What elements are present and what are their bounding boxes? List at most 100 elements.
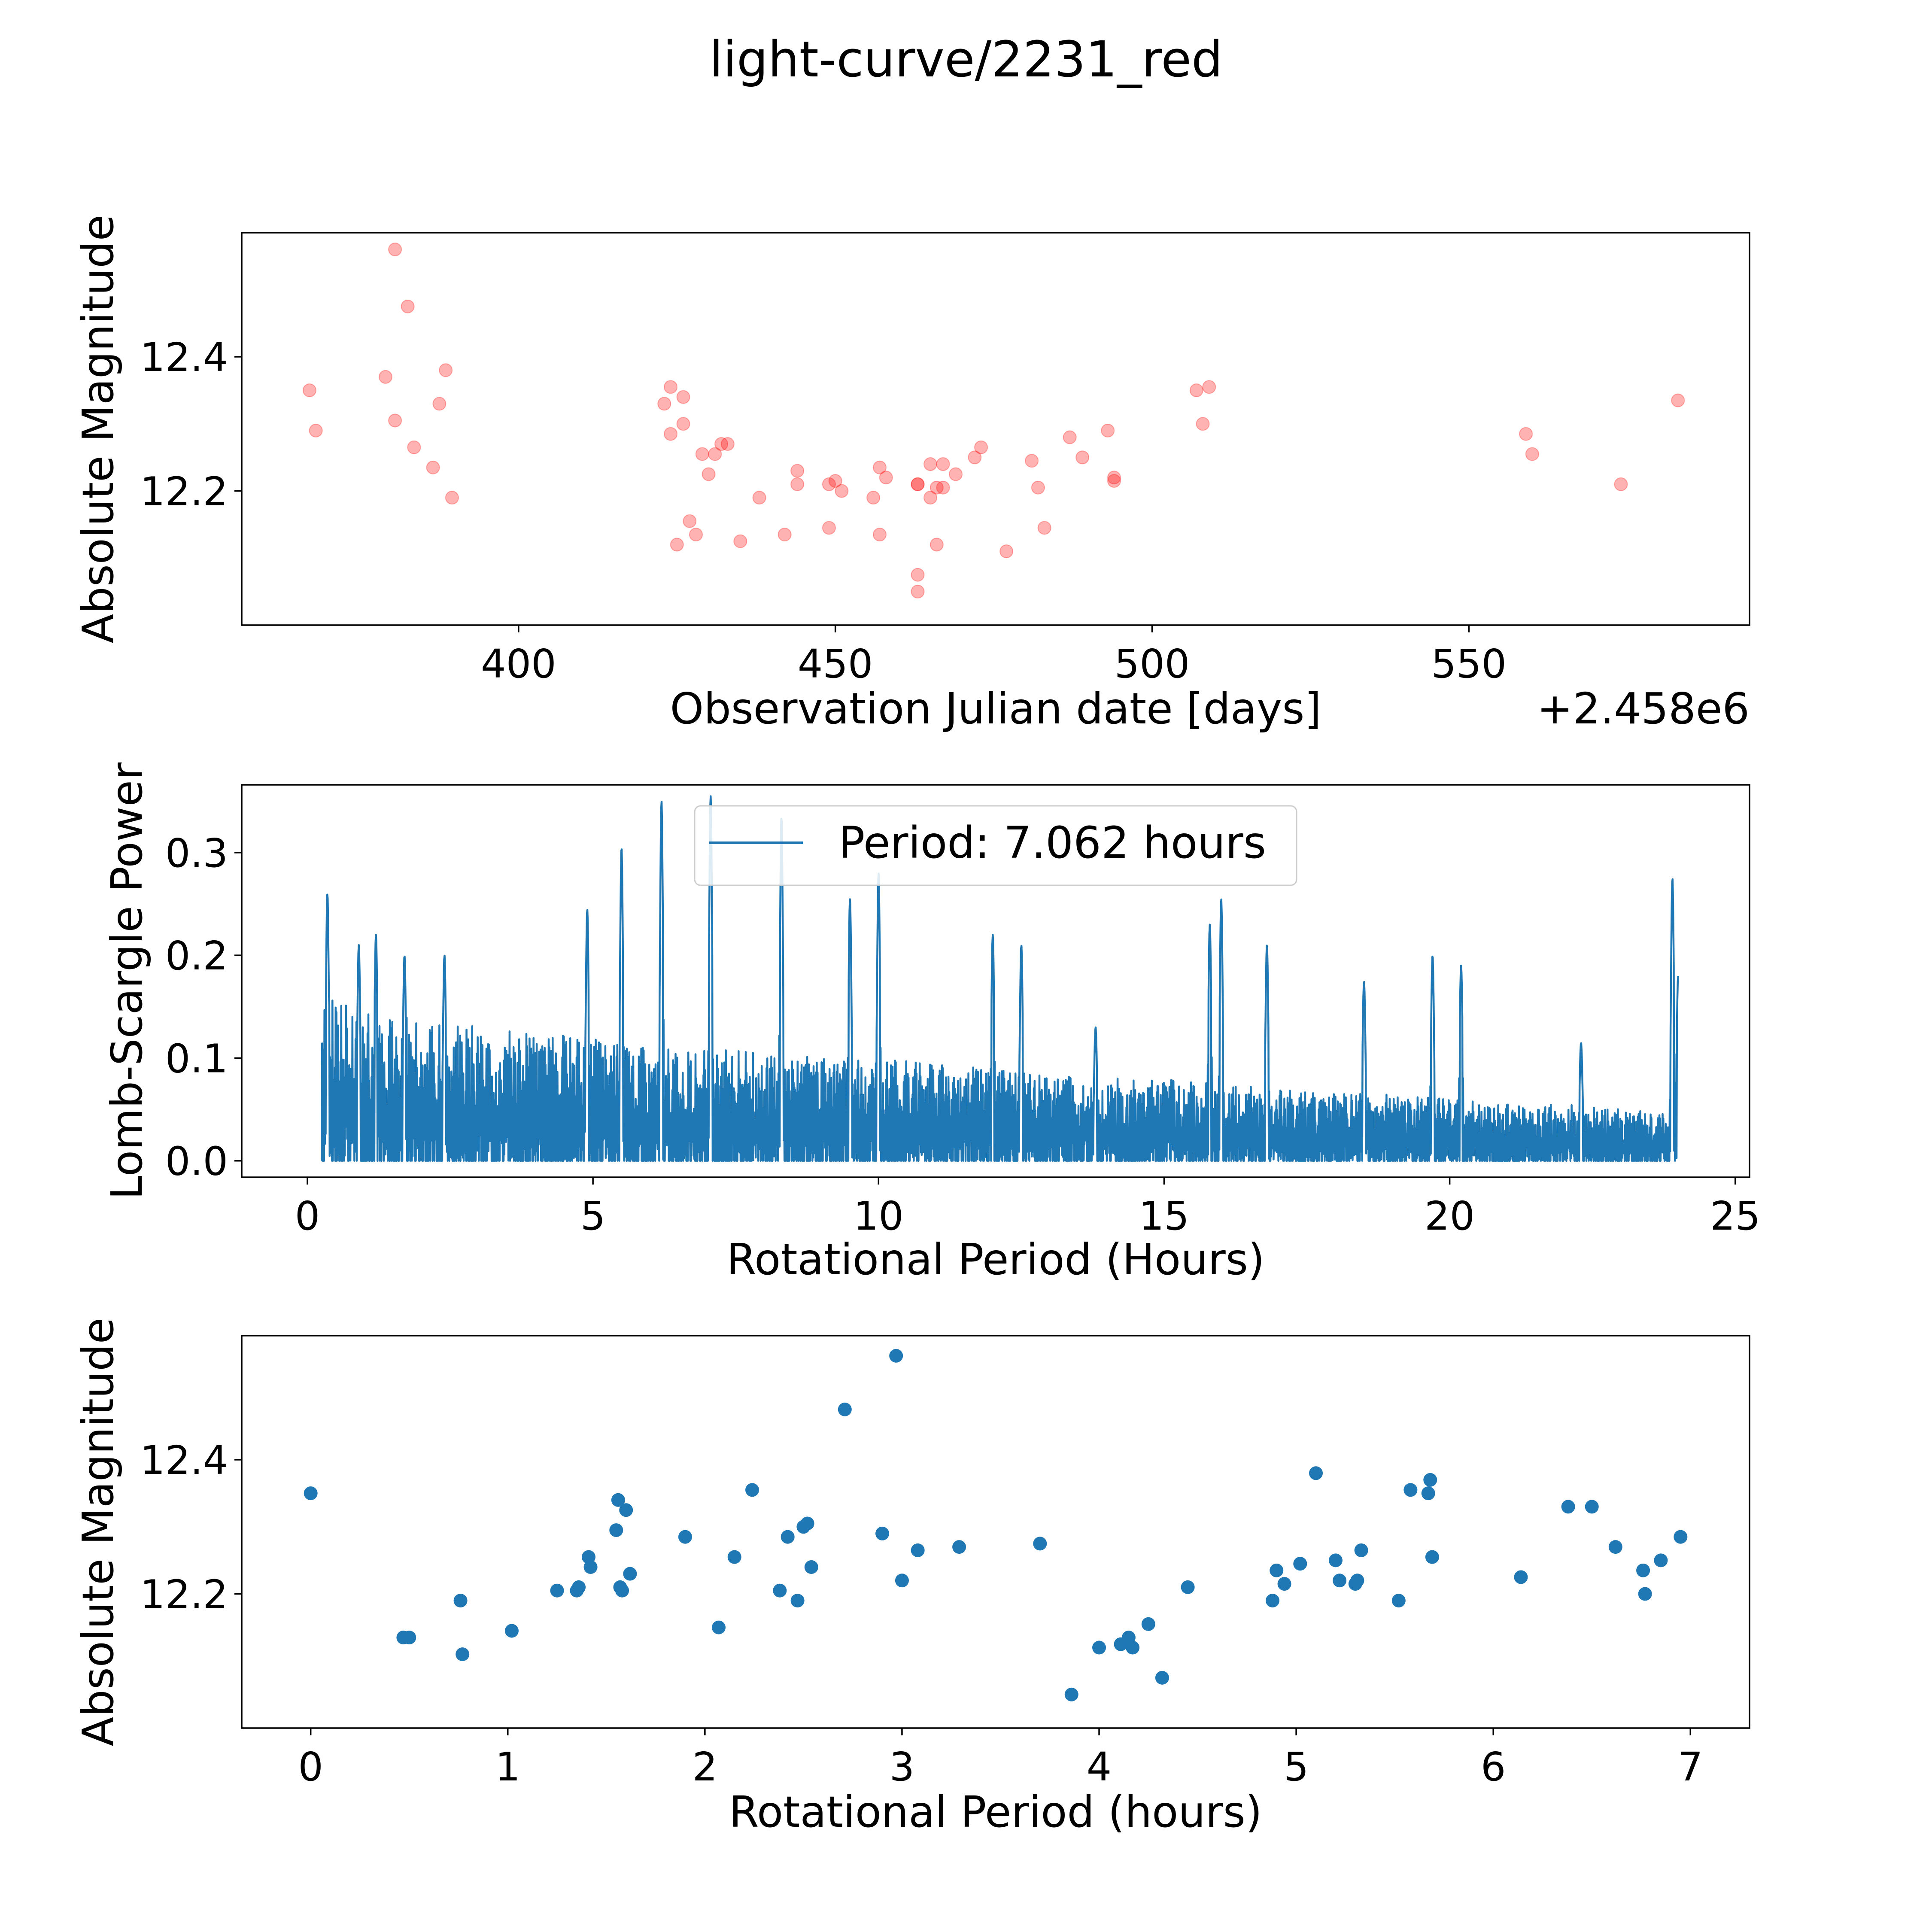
figure-title: light-curve/2231_red	[709, 31, 1223, 88]
folded-point	[711, 1620, 726, 1634]
folded-point	[1277, 1577, 1291, 1591]
x-tick-label: 550	[1431, 641, 1507, 687]
folded-point	[1585, 1500, 1599, 1514]
folded-point	[1354, 1543, 1368, 1557]
light-curve-point	[664, 380, 678, 394]
folded-point	[1033, 1537, 1047, 1551]
light-curve-point	[309, 423, 323, 437]
folded-point	[1309, 1466, 1323, 1480]
light-curve-point	[1101, 423, 1115, 437]
light-curve-point	[439, 363, 453, 377]
light-curve-point	[432, 397, 447, 411]
light-curve-point	[828, 474, 842, 488]
light-curve-point	[872, 460, 887, 474]
light-curve-point	[790, 464, 805, 478]
light-curve-point	[407, 440, 421, 454]
light-curve-y-ticks: 12.2 12.4	[140, 334, 242, 515]
y-tick-label: 0.2	[165, 933, 228, 979]
light-curve-point	[1671, 393, 1685, 407]
folded-point	[1423, 1473, 1437, 1487]
light-curve-point	[911, 584, 925, 598]
x-tick-label: 0	[298, 1744, 323, 1790]
light-curve-point	[1031, 480, 1045, 495]
light-curve-point	[401, 299, 415, 313]
folded-point	[1638, 1587, 1652, 1601]
folded-point	[1328, 1553, 1343, 1567]
legend-label: Period: 7.062 hours	[838, 817, 1266, 869]
folded-x-axis-label: Rotational Period (hours)	[729, 1787, 1262, 1837]
folded-point	[609, 1523, 623, 1537]
light-curve-point	[911, 477, 925, 491]
panel-light-curve: 400 450 500 550 12.2 12.4 Observation Julian…	[73, 215, 1750, 734]
light-curve-point	[702, 467, 716, 481]
folded-point	[1608, 1540, 1622, 1554]
light-curve-point	[1525, 447, 1539, 461]
light-curve-point	[426, 460, 440, 474]
folded-point	[1561, 1500, 1575, 1514]
y-tick-label: 0.3	[165, 830, 228, 876]
panel-folded: 0 1 2 3 4 5 6 7 12.2 12.4 Rotational Period (hou…	[73, 1318, 1750, 1837]
x-tick-label: 0	[295, 1193, 320, 1239]
folded-point	[1674, 1530, 1688, 1544]
folded-point	[895, 1574, 909, 1588]
light-curve-point	[388, 413, 402, 428]
light-curve-point	[714, 437, 729, 451]
y-tick-label: 12.2	[140, 469, 228, 515]
y-tick-label: 12.4	[140, 1437, 228, 1483]
light-curve-point	[835, 484, 849, 498]
folded-point	[1421, 1486, 1435, 1501]
folded-point	[678, 1530, 692, 1544]
folded-point	[1064, 1687, 1078, 1701]
folded-point	[583, 1560, 598, 1574]
x-tick-label: 5	[580, 1193, 606, 1239]
light-curve-point	[670, 538, 684, 552]
light-curve-y-axis-label: Absolute Magnitude	[73, 215, 123, 644]
folded-point	[304, 1486, 318, 1501]
x-tick-label: 25	[1710, 1193, 1760, 1239]
folded-point	[550, 1583, 564, 1598]
folded-point	[1155, 1671, 1169, 1685]
light-curve-point	[923, 491, 938, 505]
light-curve-x-offset-label: +2.458e6	[1537, 683, 1750, 734]
folded-point	[615, 1583, 629, 1598]
folded-point	[1391, 1594, 1406, 1608]
folded-point	[611, 1493, 625, 1507]
folded-point	[800, 1516, 814, 1531]
light-curve-plot-frame	[241, 232, 1750, 626]
folded-point	[1092, 1640, 1106, 1655]
light-curve-point	[822, 521, 836, 535]
light-curve-point	[1189, 383, 1203, 398]
light-curve-point	[1519, 427, 1533, 441]
folded-points	[304, 1349, 1688, 1701]
light-curve-point	[930, 480, 944, 495]
light-curve-point	[974, 440, 988, 454]
folded-y-axis-label: Absolute Magnitude	[73, 1318, 123, 1747]
x-tick-label: 15	[1139, 1193, 1189, 1239]
light-curve-point	[708, 447, 722, 461]
light-curve-point	[911, 477, 925, 491]
light-curve-points	[302, 243, 1685, 598]
light-curve-point	[1614, 477, 1628, 491]
folded-point	[838, 1402, 852, 1416]
folded-point	[1514, 1570, 1528, 1584]
light-curve-point	[936, 457, 950, 471]
folded-point	[1181, 1580, 1195, 1594]
light-curve-point	[657, 397, 671, 411]
light-curve-point	[930, 538, 944, 552]
x-tick-label: 20	[1425, 1193, 1475, 1239]
periodogram-plot	[320, 795, 1679, 1162]
periodogram-x-axis-label: Rotational Period (Hours)	[726, 1234, 1265, 1285]
light-curve-point	[676, 417, 690, 431]
light-curve-point	[683, 514, 697, 528]
light-curve-point	[872, 528, 887, 542]
folded-point	[1636, 1563, 1650, 1577]
folded-point	[504, 1624, 519, 1638]
folded-point	[727, 1550, 741, 1564]
x-tick-label: 5	[1284, 1744, 1309, 1790]
light-curve-point	[676, 390, 690, 404]
folded-point	[1293, 1557, 1307, 1571]
periodogram-plot-frame	[241, 784, 1750, 1178]
light-curve-point	[1202, 380, 1216, 394]
